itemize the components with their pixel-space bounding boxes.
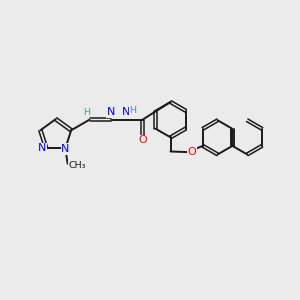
Text: N: N: [38, 143, 46, 153]
Text: O: O: [187, 147, 196, 157]
Text: H: H: [129, 106, 136, 115]
Text: CH₃: CH₃: [69, 161, 86, 170]
Text: H: H: [83, 108, 90, 117]
Text: N: N: [122, 107, 130, 117]
Text: N: N: [106, 107, 115, 117]
Text: N: N: [61, 144, 70, 154]
Text: O: O: [138, 135, 147, 145]
